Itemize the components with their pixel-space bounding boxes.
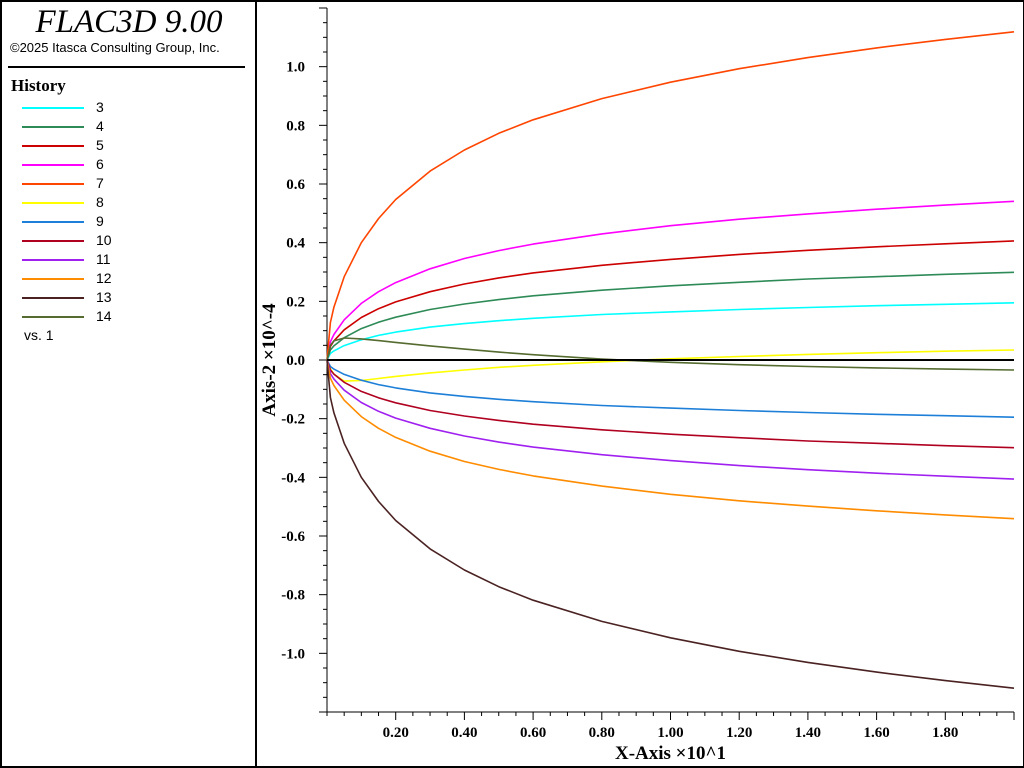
series-line-4 bbox=[326, 271, 1015, 361]
y-tick-label: 0.4 bbox=[286, 236, 305, 252]
legend-item-8: 8 bbox=[22, 194, 222, 213]
legend-label: 4 bbox=[96, 118, 104, 134]
legend-label: 7 bbox=[96, 175, 104, 191]
legend-label: 14 bbox=[96, 308, 112, 324]
legend-label: 5 bbox=[96, 137, 104, 153]
legend-item-4: 4 bbox=[22, 118, 222, 137]
chart: 1.0 0.8 0.6 0.4 0.2 0.0 -0.2 -0.4 -0.6 -0.8 -1.0 0.… bbox=[259, 7, 1015, 764]
legend-swatch bbox=[22, 278, 84, 280]
legend-swatch bbox=[22, 297, 84, 299]
series-line-10 bbox=[326, 359, 1015, 449]
x-axis-title: X-Axis ×10^1 bbox=[615, 743, 726, 764]
legend-item-3: 3 bbox=[22, 99, 222, 118]
legend-item-10: 10 bbox=[22, 232, 222, 251]
series-line-7 bbox=[326, 31, 1015, 361]
legend-item-5: 5 bbox=[22, 137, 222, 156]
x-tick-label: 0.80 bbox=[589, 725, 615, 741]
series-line-14 bbox=[326, 337, 1015, 371]
y-tick-label: -0.8 bbox=[281, 588, 305, 604]
y-tick-label: 1.0 bbox=[286, 60, 305, 76]
y-tick-label: 0.8 bbox=[286, 118, 305, 134]
series-line-8 bbox=[326, 349, 1015, 382]
legend-swatch bbox=[22, 259, 84, 261]
legend-label: 9 bbox=[96, 213, 104, 229]
legend-item-6: 6 bbox=[22, 156, 222, 175]
legend-item-9: 9 bbox=[22, 213, 222, 232]
legend-title: History bbox=[11, 76, 66, 95]
legend-item-11: 11 bbox=[22, 251, 222, 270]
legend-swatch bbox=[22, 145, 84, 147]
legend-label: 12 bbox=[96, 270, 112, 286]
legend-swatch bbox=[22, 316, 84, 318]
x-tick-label: 0.20 bbox=[383, 725, 409, 741]
series-line-6 bbox=[326, 200, 1015, 361]
legend-label: 11 bbox=[96, 251, 111, 267]
y-tick-label: -0.2 bbox=[281, 412, 305, 428]
legend-label: 10 bbox=[96, 232, 112, 248]
x-tick-label: 1.00 bbox=[657, 725, 683, 741]
legend-swatch bbox=[22, 164, 84, 166]
y-tick-label: -0.6 bbox=[281, 529, 305, 545]
y-tick-label: 0.0 bbox=[286, 353, 305, 369]
x-tick-label: 1.40 bbox=[795, 725, 821, 741]
legend-label: 8 bbox=[96, 194, 104, 210]
series-group bbox=[326, 31, 1015, 689]
legend-swatch bbox=[22, 107, 84, 109]
legend-label: 3 bbox=[96, 99, 104, 115]
legend-item-7: 7 bbox=[22, 175, 222, 194]
series-line-11 bbox=[326, 359, 1015, 480]
x-tick-label: 1.60 bbox=[863, 725, 889, 741]
legend-swatch bbox=[22, 126, 84, 128]
y-tick-label: -0.4 bbox=[281, 470, 305, 486]
series-line-9 bbox=[326, 359, 1015, 418]
y-tick-label: -1.0 bbox=[281, 646, 305, 662]
legend-item-13: 13 bbox=[22, 289, 222, 308]
legend-label: 6 bbox=[96, 156, 104, 172]
legend-swatch bbox=[22, 202, 84, 204]
series-line-5 bbox=[326, 240, 1015, 361]
y-tick-label: 0.6 bbox=[286, 177, 305, 193]
x-tick-label: 1.80 bbox=[932, 725, 958, 741]
y-axis-title: Axis-2 ×10^-4 bbox=[259, 303, 280, 417]
x-tick-label: 1.20 bbox=[726, 725, 752, 741]
app-title: FLAC3D 9.00 bbox=[35, 4, 223, 40]
title-divider bbox=[8, 66, 245, 68]
legend-label: 13 bbox=[96, 289, 112, 305]
legend-item-14: 14 bbox=[22, 308, 222, 327]
legend-vs-label: vs. 1 bbox=[24, 327, 54, 343]
series-line-13 bbox=[326, 359, 1015, 689]
x-tick-label: 0.60 bbox=[520, 725, 546, 741]
legend-swatch bbox=[22, 183, 84, 185]
series-line-3 bbox=[326, 302, 1015, 361]
y-tick-label: 0.2 bbox=[286, 294, 305, 310]
series-line-12 bbox=[326, 359, 1015, 520]
legend-item-12: 12 bbox=[22, 270, 222, 289]
copyright-text: ©2025 Itasca Consulting Group, Inc. bbox=[10, 40, 220, 55]
legend-swatch bbox=[22, 240, 84, 242]
panel-divider bbox=[255, 0, 257, 768]
legend-swatch bbox=[22, 221, 84, 223]
x-tick-label: 0.40 bbox=[451, 725, 477, 741]
